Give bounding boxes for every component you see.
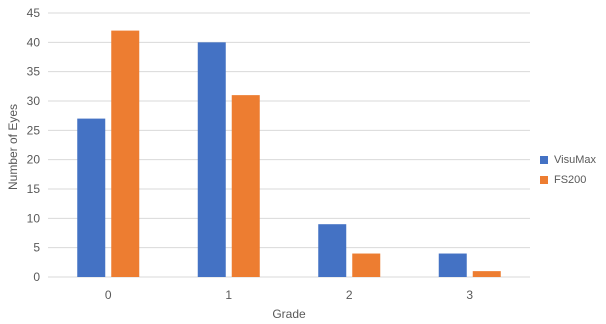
- y-tick-label: 20: [27, 153, 41, 167]
- legend-swatch-visumax: [540, 156, 548, 164]
- legend-swatch-fs200: [540, 176, 548, 184]
- legend-label-visumax: VisuMax: [554, 154, 596, 166]
- y-tick-label: 35: [27, 65, 41, 79]
- legend-label-fs200: FS200: [554, 174, 587, 186]
- legend-item-visumax: VisuMax: [540, 150, 596, 170]
- bar-visumax-1: [197, 42, 226, 278]
- y-axis-label: Number of Eyes: [6, 104, 20, 190]
- y-tick-label: 30: [27, 94, 41, 108]
- x-axis-ticks: 0 1 2 3: [105, 288, 474, 302]
- legend-item-fs200: FS200: [540, 170, 596, 190]
- bar-fs200-1: [231, 95, 260, 277]
- bar-visumax-2: [318, 224, 347, 277]
- y-tick-label: 0: [33, 270, 40, 284]
- bar-fs200-3: [472, 271, 501, 277]
- legend: VisuMax FS200: [540, 150, 596, 190]
- bar-fs200-2: [352, 253, 381, 277]
- y-tick-label: 15: [27, 182, 41, 196]
- x-axis-label: Grade: [272, 307, 306, 321]
- y-tick-label: 45: [27, 6, 41, 20]
- x-tick-label: 0: [105, 288, 112, 302]
- y-tick-label: 40: [27, 35, 41, 49]
- y-axis-ticks: 0 5 10 15 20 25 30 35 40 45: [27, 6, 41, 284]
- y-tick-label: 5: [33, 241, 40, 255]
- bar-fs200-0: [111, 30, 140, 277]
- bars: [77, 30, 501, 278]
- x-tick-label: 3: [466, 288, 473, 302]
- bar-visumax-0: [77, 118, 106, 277]
- y-tick-label: 25: [27, 123, 41, 137]
- x-tick-label: 1: [225, 288, 232, 302]
- y-tick-label: 10: [27, 211, 41, 225]
- bar-visumax-3: [438, 253, 467, 277]
- x-tick-label: 2: [346, 288, 353, 302]
